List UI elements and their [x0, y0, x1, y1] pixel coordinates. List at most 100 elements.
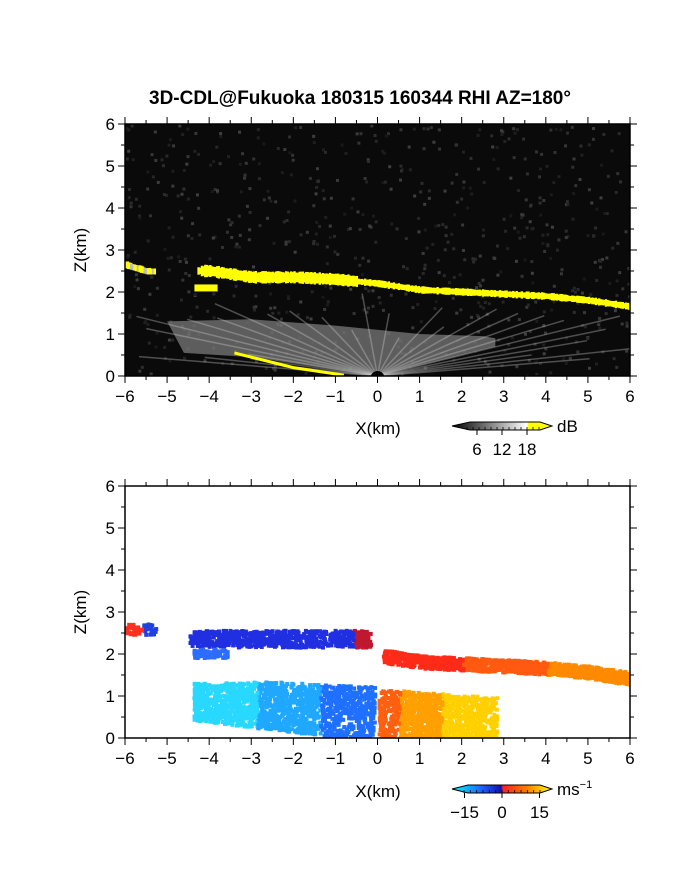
velocity-pixel-neg-lower — [266, 721, 271, 726]
velocity-pixel-neg-lower — [236, 723, 241, 728]
velocity-pixel-neg-lower — [268, 690, 273, 695]
velocity-pixel-neg-lower — [214, 697, 219, 702]
velocity-pixel-neg-lower — [217, 708, 222, 713]
noise-pixel — [238, 162, 242, 166]
velocity-pixel-pos-upper — [418, 654, 423, 659]
noise-pixel — [557, 238, 561, 242]
velocity-pixel-neg-upper — [353, 641, 358, 646]
velocity-pixel-neg-lower — [303, 699, 308, 704]
noise-pixel — [619, 180, 623, 184]
velocity-pixel-pos-upper — [610, 670, 615, 675]
cloud-echo — [619, 301, 623, 309]
noise-pixel — [621, 287, 625, 291]
noise-pixel — [438, 147, 442, 151]
cloud-echo — [609, 300, 613, 307]
noise-pixel — [526, 303, 530, 307]
velocity-pixel-pos-upper — [449, 666, 454, 671]
velocity-pixel-pos-upper — [571, 664, 576, 669]
velocity-pixel-pos-upper — [447, 655, 452, 660]
cloud-echo — [323, 273, 327, 284]
velocity-pixel-neg-lower — [218, 689, 223, 694]
velocity-pixel-pos-upper — [582, 670, 587, 675]
cloud-echo — [421, 286, 424, 294]
noise-pixel — [564, 144, 568, 148]
velocity-pixel-pos-upper — [493, 668, 498, 673]
cloud-echo — [481, 289, 485, 297]
velocity-pixel-neg-lower — [310, 728, 315, 733]
velocity-pixel-pos-upper — [502, 659, 507, 664]
velocity-pixel-neg-lower — [316, 689, 321, 694]
noise-pixel — [371, 214, 375, 218]
cloud-echo — [226, 268, 229, 279]
noise-pixel — [361, 256, 365, 260]
velocity-pixel-pos-upper — [599, 673, 604, 678]
velocity-pixel-neg-lower — [300, 681, 305, 686]
velocity-pixel-neg-upper — [224, 653, 229, 658]
velocity-pixel-neg-lower — [327, 684, 332, 689]
velocity-pixel-neg-lower — [289, 685, 294, 690]
noise-pixel — [146, 322, 150, 326]
velocity-pixel-neg-upper — [233, 629, 238, 634]
noise-pixel — [146, 239, 150, 243]
cloud-echo — [545, 293, 549, 299]
velocity-pixel-neg-lower — [300, 716, 305, 721]
velocity-pixel-pos-upper — [399, 651, 404, 656]
velocity-pixel-pos-upper — [405, 653, 410, 658]
noise-pixel — [221, 362, 225, 366]
noise-pixel — [521, 213, 525, 217]
velocity-pixel-neg-lower — [344, 727, 349, 732]
velocity-pixel-neg-upper — [208, 631, 213, 636]
noise-pixel — [336, 252, 340, 256]
velocity-pixel-neg-upper — [221, 634, 226, 639]
noise-pixel — [509, 176, 513, 180]
noise-pixel — [212, 160, 216, 164]
noise-pixel — [273, 306, 277, 310]
velocity-pixel-pos-upper — [505, 661, 510, 666]
velocity-pixel-neg-lower — [357, 719, 362, 724]
velocity-pixel-neg-lower — [196, 681, 201, 686]
noise-pixel — [167, 268, 171, 272]
velocity-pixel-neg-lower — [209, 713, 214, 718]
velocity-pixel-neg-lower — [250, 697, 255, 702]
x-tick-label: 3 — [499, 387, 508, 406]
velocity-pixel-pos-lower — [411, 731, 416, 736]
velocity-pixel-neg-lower — [286, 722, 291, 727]
noise-pixel — [600, 258, 604, 262]
velocity-pixel-neg-upper — [287, 640, 292, 645]
cloud-echo — [529, 292, 532, 298]
velocity-pixel-neg-lower — [216, 710, 221, 715]
velocity-pixel-pos-upper — [410, 665, 415, 670]
cloud-echo — [264, 271, 268, 284]
velocity-pixel-neg-lower — [298, 716, 303, 721]
noise-pixel — [552, 284, 556, 288]
velocity-pixel-pos-upper — [613, 672, 618, 677]
velocity-pixel-neg-upper — [231, 631, 236, 636]
noise-pixel — [594, 362, 598, 366]
cloud-echo — [560, 293, 564, 302]
noise-pixel — [395, 227, 399, 231]
velocity-pixel-neg-lower — [207, 697, 212, 702]
velocity-pixel-pos-lower — [396, 727, 401, 732]
noise-pixel — [601, 232, 605, 236]
velocity-pixel-neg-lower — [360, 712, 365, 717]
noise-pixel — [154, 345, 158, 349]
velocity-pixel-neg-lower — [192, 717, 197, 722]
noise-pixel — [400, 373, 404, 376]
velocity-pixel-neg-upper — [248, 641, 253, 646]
cloud-echo — [626, 302, 630, 310]
velocity-pixel-pos-upper — [456, 659, 461, 664]
velocity-pixel-pos-upper — [608, 668, 613, 673]
noise-pixel — [129, 205, 133, 209]
velocity-pixel-neg-lower — [278, 690, 283, 695]
noise-pixel — [485, 312, 489, 316]
cloud-echo — [574, 296, 577, 302]
noise-pixel — [422, 147, 426, 151]
noise-pixel — [203, 359, 207, 363]
noise-pixel — [248, 187, 252, 191]
noise-pixel — [423, 202, 427, 206]
velocity-pixel-pos-upper — [403, 661, 408, 666]
noise-pixel — [382, 151, 386, 155]
velocity-pixel-neg-upper — [292, 635, 297, 640]
noise-pixel — [138, 214, 142, 218]
